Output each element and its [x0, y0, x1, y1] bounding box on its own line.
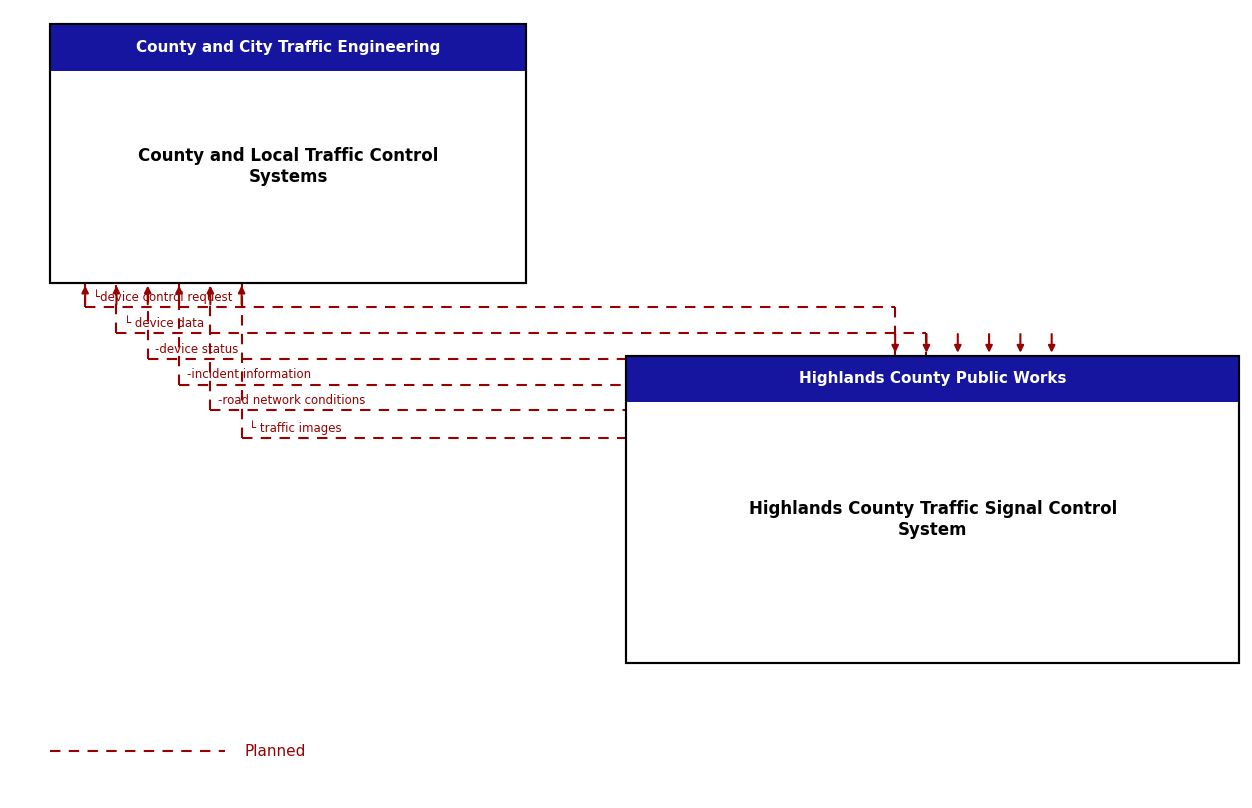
- Text: County and Local Traffic Control
Systems: County and Local Traffic Control Systems: [138, 147, 438, 186]
- Text: └ traffic images: └ traffic images: [249, 420, 342, 435]
- Text: Highlands County Public Works: Highlands County Public Works: [799, 372, 1067, 386]
- Text: Highlands County Traffic Signal Control
System: Highlands County Traffic Signal Control …: [749, 500, 1117, 539]
- Bar: [50, 24, 526, 283]
- Text: Planned: Planned: [244, 744, 305, 759]
- Bar: [626, 356, 1239, 663]
- Bar: [50, 24, 526, 283]
- Text: └device control request: └device control request: [93, 289, 232, 304]
- Bar: [626, 356, 1239, 402]
- Text: └ device data: └ device data: [124, 317, 204, 330]
- Text: County and City Traffic Engineering: County and City Traffic Engineering: [135, 40, 441, 55]
- Bar: [50, 24, 526, 71]
- Bar: [626, 356, 1239, 663]
- Text: -device status: -device status: [155, 343, 239, 356]
- Text: -incident information: -incident information: [187, 368, 310, 381]
- Text: -road network conditions: -road network conditions: [218, 394, 366, 407]
